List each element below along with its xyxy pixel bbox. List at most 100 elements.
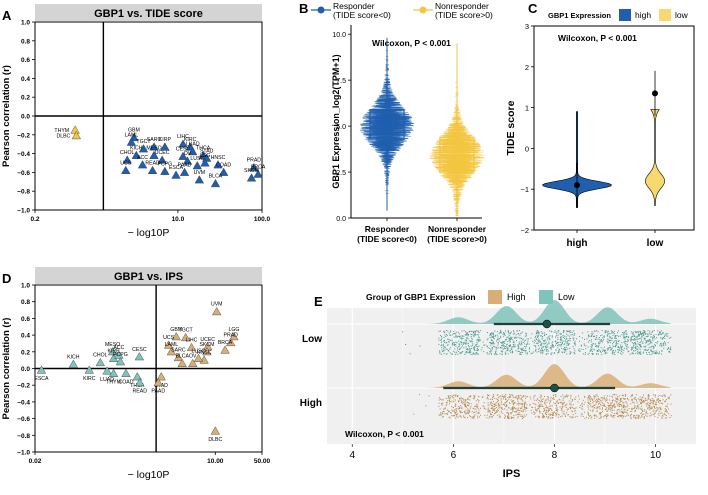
rain-point bbox=[593, 335, 595, 337]
rain-point bbox=[495, 404, 497, 406]
rain-point bbox=[507, 417, 509, 419]
point-label-sarc: SARC bbox=[147, 137, 162, 143]
rain-point bbox=[642, 396, 644, 398]
rain-point bbox=[511, 417, 513, 419]
rain-point bbox=[497, 405, 499, 407]
rain-point bbox=[571, 334, 573, 336]
rain-point bbox=[534, 412, 536, 414]
rain-point bbox=[474, 396, 476, 398]
rain-point bbox=[644, 330, 646, 332]
rain-point bbox=[653, 335, 655, 337]
rain-point bbox=[522, 347, 524, 349]
rain-point bbox=[531, 412, 533, 414]
rain-point bbox=[601, 350, 603, 352]
rain-point bbox=[662, 395, 664, 397]
rain-point bbox=[550, 345, 552, 347]
rain-point bbox=[488, 415, 490, 417]
rain-point bbox=[600, 413, 602, 415]
rain-point bbox=[645, 398, 647, 400]
point-laml bbox=[126, 137, 137, 146]
y-tick-label: 0.0 bbox=[21, 114, 30, 121]
rain-point bbox=[440, 344, 442, 346]
rain-point bbox=[545, 334, 547, 336]
rain-point bbox=[650, 350, 652, 352]
rain-point bbox=[619, 335, 621, 337]
rain-point bbox=[497, 342, 499, 344]
rain-point bbox=[513, 414, 515, 416]
rain-point bbox=[500, 411, 502, 413]
rain-point bbox=[602, 410, 604, 412]
rain-point bbox=[468, 409, 470, 411]
rain-point bbox=[487, 394, 489, 396]
rain-point bbox=[640, 337, 642, 339]
rain-point bbox=[625, 332, 627, 334]
rain-point bbox=[505, 406, 507, 408]
point-label-cesc: CESC bbox=[132, 347, 147, 353]
rain-point bbox=[495, 352, 497, 354]
rain-point bbox=[551, 342, 553, 344]
rain-point bbox=[547, 339, 549, 341]
rain-point bbox=[611, 337, 613, 339]
rain-point bbox=[535, 416, 537, 418]
rain-point bbox=[540, 335, 542, 337]
rain-point bbox=[592, 405, 594, 407]
rain-point bbox=[506, 416, 508, 418]
rain-point bbox=[641, 346, 643, 348]
rain-point bbox=[644, 409, 646, 411]
rain-point bbox=[587, 397, 589, 399]
rain-point bbox=[554, 344, 556, 346]
rain-point bbox=[652, 338, 654, 340]
rain-point bbox=[668, 337, 670, 339]
rain-point bbox=[552, 344, 554, 346]
rain-point bbox=[468, 345, 470, 347]
rain-point bbox=[513, 331, 515, 333]
rain-point bbox=[599, 408, 601, 410]
rain-point bbox=[537, 415, 539, 417]
rain-point bbox=[470, 403, 472, 405]
rain-point bbox=[574, 398, 576, 400]
point-ov bbox=[188, 358, 198, 367]
rain-point bbox=[574, 410, 576, 412]
rain-point bbox=[508, 338, 510, 340]
rain-point bbox=[612, 401, 614, 403]
rain-point bbox=[503, 347, 505, 349]
rain-point bbox=[573, 333, 575, 335]
rain-point bbox=[446, 402, 448, 404]
rain-point bbox=[445, 401, 447, 403]
rain-point bbox=[631, 333, 633, 335]
rain-point bbox=[475, 344, 477, 346]
rain-point bbox=[583, 403, 585, 405]
rain-point bbox=[640, 331, 642, 333]
rain-point bbox=[648, 340, 650, 342]
rain-point bbox=[448, 410, 450, 412]
rain-point bbox=[641, 408, 643, 410]
rain-point bbox=[514, 411, 516, 413]
rain-point bbox=[600, 417, 602, 419]
rain-point bbox=[519, 402, 521, 404]
rain-point bbox=[560, 407, 562, 409]
rain-point bbox=[601, 408, 603, 410]
rain-point bbox=[567, 408, 569, 410]
rain-point bbox=[603, 346, 605, 348]
rain-point bbox=[632, 334, 634, 336]
rain-point bbox=[523, 395, 525, 397]
rain-point bbox=[611, 352, 613, 354]
rain-point bbox=[644, 333, 646, 335]
rain-point bbox=[439, 335, 441, 337]
rain-point bbox=[645, 412, 647, 414]
rain-point bbox=[518, 404, 520, 406]
point-ucec bbox=[157, 155, 167, 164]
rain-point bbox=[616, 343, 618, 345]
rain-point bbox=[615, 344, 617, 346]
rain-point bbox=[541, 344, 543, 346]
point-lihc bbox=[178, 139, 188, 148]
rain-point bbox=[557, 347, 559, 349]
rain-point bbox=[560, 333, 562, 335]
rain-point bbox=[452, 343, 454, 345]
rain-point bbox=[604, 405, 606, 407]
rain-point bbox=[597, 338, 599, 340]
rain-point bbox=[541, 399, 543, 401]
rain-point bbox=[613, 349, 615, 351]
rain-point bbox=[478, 409, 480, 411]
rain-point bbox=[619, 398, 621, 400]
